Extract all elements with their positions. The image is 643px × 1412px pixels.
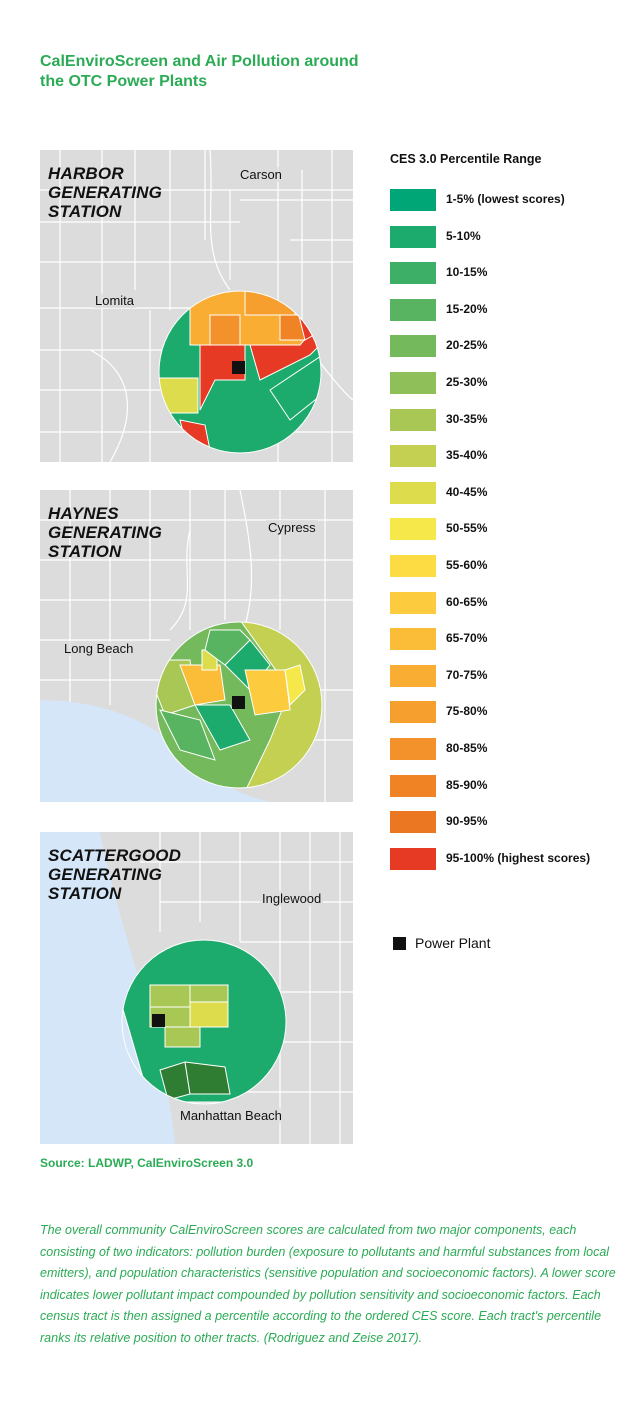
radius-circle: [155, 621, 323, 789]
street-grid: [140, 832, 353, 1144]
legend-swatch: [390, 591, 436, 614]
legend-label: 25-30%: [446, 375, 488, 389]
scattergood-map-graphic: [40, 832, 353, 1144]
city-label: Lomita: [93, 293, 137, 308]
legend-label: 20-25%: [446, 338, 488, 353]
legend-swatch: [390, 445, 436, 468]
legend-label: 1-5% (lowest scores): [446, 192, 565, 206]
source-text: Source: LADWP, CalEnviroScreen 3.0: [40, 1156, 254, 1170]
legend-label: 80-85%: [446, 741, 488, 755]
legend-swatch: [390, 555, 436, 577]
legend-swatch: [390, 335, 436, 358]
radius-circle: [121, 939, 287, 1105]
scattergood-map: SCATTERGOOD GENERATING STATION Inglewood…: [40, 832, 353, 1144]
legend-label: 30-35%: [446, 411, 488, 426]
legend-swatch: [390, 847, 436, 870]
ocean: [40, 700, 270, 802]
city-label: Cypress: [266, 520, 318, 535]
city-label: Long Beach: [62, 641, 136, 656]
legend-swatch: [390, 481, 436, 504]
station-name: HARBOR GENERATING STATION: [48, 164, 163, 221]
legend-swatch: [390, 811, 436, 834]
legend-swatch: [390, 225, 436, 248]
legend-label: 60-65%: [446, 594, 488, 609]
legend-swatch: [390, 408, 436, 431]
legend-swatch: [390, 189, 436, 211]
legend-label: 90-95%: [446, 814, 488, 829]
legend-label: 50-55%: [446, 521, 488, 536]
legend-label: 10-15%: [446, 265, 488, 280]
legend-label: 55-60%: [446, 558, 488, 572]
legend-swatch: [390, 518, 436, 541]
legend-swatch: [390, 664, 436, 687]
power-plant-square-icon: [393, 937, 406, 950]
legend-label: 85-90%: [446, 777, 488, 792]
harbor-tracts: [159, 291, 321, 453]
power-plant-legend-label: Power Plant: [415, 935, 491, 951]
legend-label: 15-20%: [446, 301, 488, 316]
station-name: HAYNES GENERATING STATION: [48, 504, 163, 561]
legend-swatch: [390, 774, 436, 797]
scattergood-tracts: [122, 940, 286, 1103]
legend-label: 40-45%: [446, 484, 488, 499]
radius-circle: [158, 290, 322, 454]
legend-swatch: [390, 738, 436, 760]
legend-swatch: [390, 372, 436, 394]
page-title: CalEnviroScreen and Air Pollution around…: [40, 53, 359, 90]
power-plant-marker: [152, 1014, 165, 1027]
harbor-map-graphic: [40, 150, 353, 462]
legend-swatch: [390, 298, 436, 321]
power-plant-marker: [232, 696, 245, 709]
city-label: Carson: [238, 167, 284, 182]
power-plant-marker: [232, 361, 245, 374]
haynes-map: HAYNES GENERATING STATION Cypress Long B…: [40, 490, 353, 802]
legend-label: 5-10%: [446, 228, 481, 243]
legend-label: 35-40%: [446, 448, 488, 463]
city-label: Inglewood: [260, 891, 324, 906]
station-name: SCATTERGOOD GENERATING STATION: [48, 846, 182, 903]
legend-label: 75-80%: [446, 704, 488, 719]
harbor-map: HARBOR GENERATING STATION Carson Lomita: [40, 150, 353, 462]
legend-swatch: [390, 701, 436, 724]
legend-swatch: [390, 262, 436, 285]
legend-title: CES 3.0 Percentile Range: [390, 152, 542, 166]
haynes-map-graphic: [40, 490, 353, 802]
legend-label: 95-100% (highest scores): [446, 850, 591, 865]
city-label: Manhattan Beach: [178, 1108, 284, 1123]
description-text: The overall community CalEnviroScreen sc…: [40, 1223, 616, 1345]
haynes-tracts: [156, 622, 322, 788]
legend-label: 70-75%: [446, 667, 488, 682]
legend-label: 65-70%: [446, 631, 488, 646]
legend-swatch: [390, 628, 436, 651]
